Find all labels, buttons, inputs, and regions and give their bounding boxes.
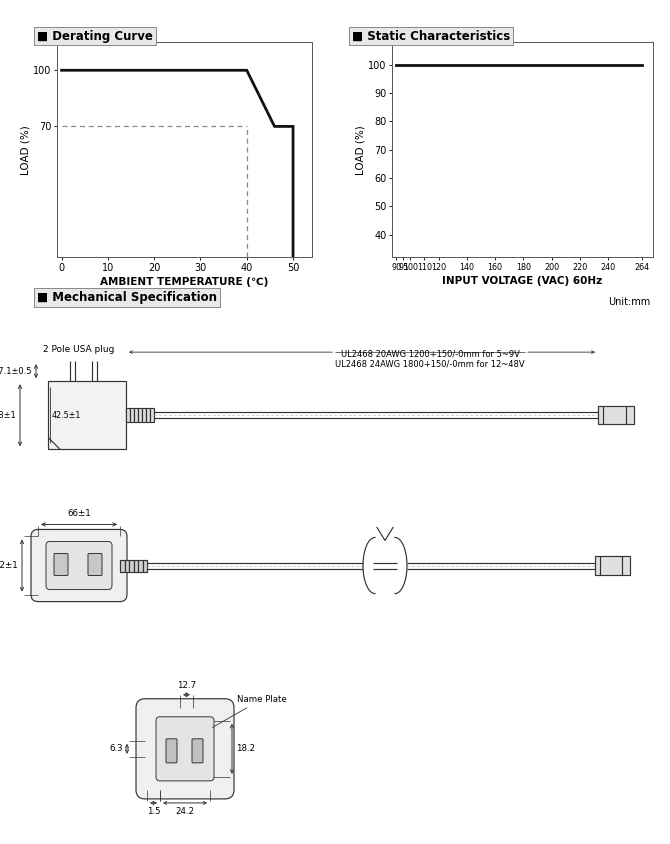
FancyBboxPatch shape (31, 529, 127, 602)
Text: 17.1±0.5: 17.1±0.5 (0, 366, 32, 376)
Text: ■ Mechanical Specification: ■ Mechanical Specification (37, 291, 217, 304)
FancyBboxPatch shape (136, 699, 234, 799)
Bar (598, 406, 634, 425)
Text: 6.3: 6.3 (109, 744, 123, 754)
Bar (133, 560, 138, 571)
Text: Unit:mm: Unit:mm (608, 297, 650, 307)
Text: 1.5: 1.5 (147, 807, 160, 816)
Bar (143, 560, 147, 571)
Bar (595, 556, 630, 575)
Bar (134, 408, 138, 422)
Bar (130, 408, 134, 422)
FancyBboxPatch shape (166, 738, 177, 763)
Bar (129, 560, 133, 571)
Text: 18.2: 18.2 (236, 744, 255, 754)
Bar (142, 408, 146, 422)
Bar (146, 408, 150, 422)
Bar (48, 381, 126, 449)
Text: 48±1: 48±1 (0, 411, 16, 419)
FancyBboxPatch shape (54, 554, 68, 576)
Text: 42.5±1: 42.5±1 (52, 411, 81, 419)
Bar (126, 408, 130, 422)
FancyBboxPatch shape (192, 738, 203, 763)
Bar (138, 560, 143, 571)
Bar (125, 560, 129, 571)
Text: ■ Static Characteristics: ■ Static Characteristics (352, 30, 510, 42)
Text: 24.2: 24.2 (176, 807, 194, 816)
Text: 32±1: 32±1 (0, 561, 18, 570)
Text: UL2468 24AWG 1800+150/-0mm for 12~48V: UL2468 24AWG 1800+150/-0mm for 12~48V (335, 360, 525, 368)
Text: 12.7: 12.7 (177, 681, 196, 690)
X-axis label: AMBIENT TEMPERATURE (℃): AMBIENT TEMPERATURE (℃) (100, 277, 269, 287)
Text: UL2468 20AWG 1200+150/-0mm for 5~9V: UL2468 20AWG 1200+150/-0mm for 5~9V (340, 349, 519, 358)
FancyBboxPatch shape (156, 717, 214, 781)
FancyBboxPatch shape (88, 554, 102, 576)
Text: 2 Pole USA plug: 2 Pole USA plug (44, 345, 115, 354)
X-axis label: INPUT VOLTAGE (VAC) 60Hz: INPUT VOLTAGE (VAC) 60Hz (442, 276, 603, 286)
Y-axis label: LOAD (%): LOAD (%) (20, 125, 30, 175)
Bar (138, 408, 142, 422)
Bar (120, 560, 125, 571)
FancyBboxPatch shape (46, 542, 112, 590)
Y-axis label: LOAD (%): LOAD (%) (355, 125, 365, 175)
Text: Name Plate: Name Plate (212, 695, 287, 728)
Text: 66±1: 66±1 (67, 510, 91, 518)
Bar (150, 408, 154, 422)
Text: ■ Derating Curve: ■ Derating Curve (37, 30, 153, 42)
